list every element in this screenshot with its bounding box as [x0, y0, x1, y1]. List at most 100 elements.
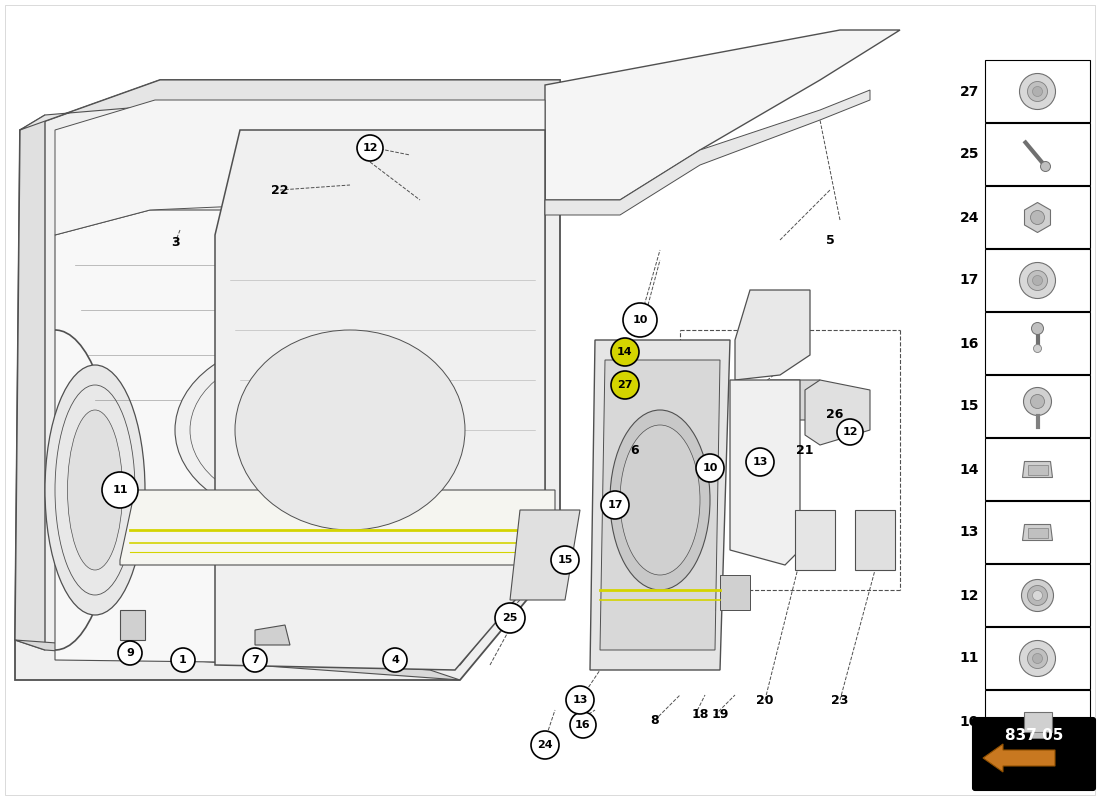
- Text: 8: 8: [651, 714, 659, 726]
- Circle shape: [383, 648, 407, 672]
- Polygon shape: [544, 90, 870, 215]
- Text: 11: 11: [959, 651, 979, 666]
- Circle shape: [102, 472, 138, 508]
- Polygon shape: [730, 380, 800, 565]
- FancyBboxPatch shape: [984, 564, 1090, 626]
- Circle shape: [623, 303, 657, 337]
- Ellipse shape: [67, 410, 122, 570]
- Text: 4: 4: [392, 655, 399, 665]
- FancyBboxPatch shape: [984, 627, 1090, 689]
- Text: 25: 25: [959, 147, 979, 162]
- Ellipse shape: [45, 365, 145, 615]
- Circle shape: [610, 371, 639, 399]
- Polygon shape: [15, 115, 45, 650]
- Text: 26: 26: [826, 409, 844, 422]
- Circle shape: [1031, 210, 1045, 225]
- Polygon shape: [1027, 465, 1047, 474]
- Text: 24: 24: [959, 210, 979, 225]
- Text: 12: 12: [959, 589, 979, 602]
- Polygon shape: [590, 340, 730, 670]
- Circle shape: [1027, 270, 1047, 290]
- Circle shape: [1027, 649, 1047, 669]
- Text: a passion for parts since 1985: a passion for parts since 1985: [80, 575, 541, 605]
- Text: 13: 13: [752, 457, 768, 467]
- Text: 10: 10: [702, 463, 717, 473]
- Circle shape: [551, 546, 579, 574]
- Text: 15: 15: [558, 555, 573, 565]
- Polygon shape: [1027, 527, 1047, 538]
- Polygon shape: [120, 610, 145, 640]
- Text: 16: 16: [959, 337, 979, 350]
- Polygon shape: [510, 510, 580, 600]
- Text: 5: 5: [826, 234, 835, 246]
- Text: 1: 1: [179, 655, 187, 665]
- Text: 25: 25: [503, 613, 518, 623]
- Circle shape: [1031, 394, 1045, 409]
- Polygon shape: [795, 510, 835, 570]
- Text: 27: 27: [959, 85, 979, 98]
- Circle shape: [566, 686, 594, 714]
- Circle shape: [358, 135, 383, 161]
- Polygon shape: [544, 30, 900, 200]
- Text: 13: 13: [959, 526, 979, 539]
- FancyBboxPatch shape: [984, 312, 1090, 374]
- Text: 837 05: 837 05: [1004, 729, 1064, 743]
- Circle shape: [570, 712, 596, 738]
- Polygon shape: [805, 380, 870, 445]
- Polygon shape: [855, 510, 895, 570]
- Text: 6: 6: [630, 443, 639, 457]
- Circle shape: [837, 419, 864, 445]
- Circle shape: [531, 731, 559, 759]
- Circle shape: [1022, 579, 1054, 611]
- Polygon shape: [255, 625, 290, 645]
- Polygon shape: [15, 80, 560, 680]
- Circle shape: [1027, 82, 1047, 102]
- Text: 18: 18: [691, 709, 708, 722]
- Text: 23: 23: [832, 694, 849, 706]
- Polygon shape: [1024, 202, 1050, 233]
- Text: 20: 20: [757, 694, 773, 706]
- FancyBboxPatch shape: [974, 718, 1094, 790]
- FancyBboxPatch shape: [984, 186, 1090, 248]
- Circle shape: [746, 448, 774, 476]
- Circle shape: [1020, 74, 1056, 110]
- Circle shape: [610, 338, 639, 366]
- Circle shape: [1041, 162, 1050, 171]
- Text: 2: 2: [750, 454, 759, 466]
- Ellipse shape: [235, 330, 465, 530]
- Text: 27: 27: [617, 380, 632, 390]
- Circle shape: [1034, 345, 1042, 353]
- Polygon shape: [1023, 711, 1052, 731]
- Polygon shape: [720, 575, 750, 610]
- Text: 17: 17: [607, 500, 623, 510]
- Text: 22: 22: [272, 183, 288, 197]
- Polygon shape: [15, 640, 460, 680]
- Ellipse shape: [620, 425, 700, 575]
- FancyBboxPatch shape: [984, 249, 1090, 311]
- Polygon shape: [214, 130, 544, 670]
- Text: 19: 19: [712, 709, 728, 722]
- Polygon shape: [600, 360, 720, 650]
- Polygon shape: [120, 490, 556, 565]
- Text: 11: 11: [112, 485, 128, 495]
- FancyBboxPatch shape: [984, 690, 1090, 752]
- FancyBboxPatch shape: [984, 438, 1090, 500]
- Circle shape: [1027, 586, 1047, 606]
- Text: 13: 13: [572, 695, 587, 705]
- Circle shape: [243, 648, 267, 672]
- Polygon shape: [983, 744, 1055, 772]
- Circle shape: [1020, 262, 1056, 298]
- Circle shape: [1033, 590, 1043, 601]
- Text: 12: 12: [843, 427, 858, 437]
- Circle shape: [495, 603, 525, 633]
- Circle shape: [170, 648, 195, 672]
- Ellipse shape: [610, 410, 710, 590]
- Polygon shape: [55, 100, 544, 235]
- Polygon shape: [690, 575, 715, 610]
- Polygon shape: [1023, 462, 1053, 478]
- Circle shape: [1033, 275, 1043, 286]
- Text: 16: 16: [575, 720, 591, 730]
- Circle shape: [118, 641, 142, 665]
- Polygon shape: [770, 380, 820, 420]
- Text: 7: 7: [251, 655, 258, 665]
